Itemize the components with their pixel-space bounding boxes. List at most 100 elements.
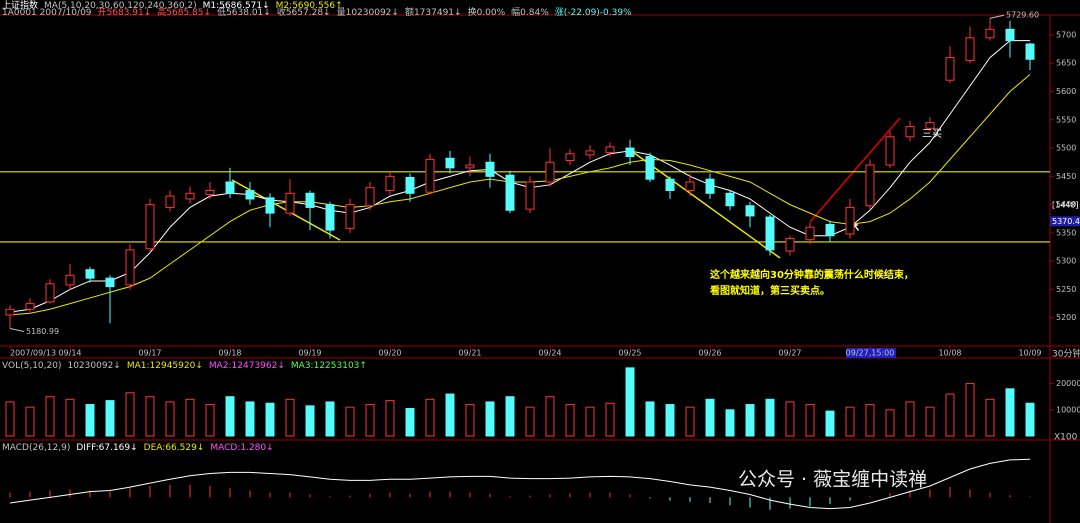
volume-bar (1005, 388, 1015, 437)
candle-body (265, 197, 275, 214)
diff-line (9, 458, 1031, 510)
candle-body (1025, 43, 1035, 60)
volume-bar (965, 383, 975, 437)
cursor-price: 5370.45 (1052, 217, 1080, 226)
x-tick-highlight (846, 348, 896, 358)
candle-body (565, 153, 575, 162)
candle-body (965, 37, 975, 61)
y-tick-label: 5450 (1056, 172, 1076, 181)
x-tick-label: 09/24 (538, 349, 561, 358)
volume-bar (545, 396, 555, 437)
header-item: DEA:66.529↓ (144, 443, 205, 453)
header-item: VOL(5,10,20) (2, 361, 61, 371)
candle-body (1005, 28, 1015, 42)
candle-body (785, 238, 795, 252)
candle-body (505, 174, 515, 211)
candle-body (245, 189, 255, 200)
ma-line (9, 74, 1031, 316)
candle-body (85, 269, 95, 279)
extreme-pointer (989, 14, 1005, 19)
volume-bar (345, 406, 355, 437)
header-item: M1:5686.571↓ (203, 1, 270, 11)
volume-bar (245, 401, 255, 437)
volume-bar (145, 396, 155, 437)
note-line: 这个越来越向30分钟靠的震荡什么时候结束， (710, 268, 914, 281)
header-item: 1A0001 2007/10/09 (2, 8, 92, 18)
volume-bar (645, 401, 655, 437)
candle-body (845, 206, 855, 235)
header-item: M2:5690.556↑ (276, 1, 343, 11)
watermark: 公众号 · 薇宝缠中读禅 (738, 469, 927, 491)
volume-bar (525, 406, 535, 437)
volume-bar (265, 402, 275, 437)
volume-bar (925, 406, 935, 437)
extreme-pointer (9, 327, 25, 332)
candle-body (205, 189, 215, 195)
candle-body (665, 178, 675, 191)
candle-body (805, 226, 815, 241)
y-tick-label: 100000 (1056, 405, 1080, 414)
header-item: 低5638.01↓ (217, 6, 271, 18)
volume-bar (285, 398, 295, 437)
x-tick-label: 09/27,15:00 (846, 349, 895, 358)
candle-body (5, 308, 15, 316)
volume-bar (705, 398, 715, 437)
candle-body (365, 187, 375, 207)
candle-body (125, 249, 135, 286)
header: MACD(26,12,9) DIFF:67.169↓ DEA:66.529↓ MACD… (2, 443, 274, 453)
y-tick-label: 5700 (1056, 30, 1076, 39)
volume-bar (845, 406, 855, 437)
unit-label: X100 (1054, 433, 1078, 443)
y-tick-label: 5650 (1056, 59, 1076, 68)
x-tick-label: 09/20 (378, 349, 401, 358)
candle-body (825, 223, 835, 237)
candle-body (385, 175, 395, 191)
y-tick-label: 200000 (1056, 379, 1080, 388)
frame (0, 14, 1080, 523)
volume-bar (605, 402, 615, 437)
candle-body (185, 192, 195, 200)
volume-bar (5, 401, 15, 437)
candle-body (425, 158, 435, 193)
volume-bar (105, 400, 115, 437)
volume-bar (1025, 402, 1035, 437)
volume-bar (465, 404, 475, 437)
candle-body (705, 178, 715, 194)
volume-bar (365, 404, 375, 437)
header: 1A0001 2007/10/09 开5683.91↓ 高5685.85↓ 低5638… (2, 6, 632, 18)
candle-body (725, 192, 735, 207)
candle-body (305, 192, 315, 208)
candle-body (225, 181, 235, 194)
x-tick-label: 09/17 (138, 349, 161, 358)
header-item: 高5685.85↓ (157, 6, 211, 18)
candle-body (905, 126, 915, 138)
volume-bar (985, 398, 995, 437)
cursor-price-box (1050, 216, 1080, 227)
volume-bar (305, 405, 315, 437)
volume-bar (505, 396, 515, 437)
candle-body (925, 122, 935, 129)
y-tick-label: 5250 (1056, 285, 1076, 294)
x-tick-label: 2007/09/13 (10, 349, 56, 358)
header-item: MACD(26,12,9) (2, 443, 70, 453)
y-tick-label: 5400 (1056, 200, 1076, 209)
candle-body (405, 176, 415, 194)
header-item: 10230092↓ (67, 361, 120, 371)
header: VOL(5,10,20) 10230092↓ MA1:12945920↓ MA2:12… (2, 361, 367, 371)
volume-bar (425, 398, 435, 437)
volume-bar (45, 396, 55, 437)
candle-body (745, 205, 755, 217)
y-tick-label: 5350 (1056, 228, 1076, 237)
volume-bar (885, 409, 895, 437)
volume-bar (665, 404, 675, 437)
volume-bar (165, 401, 175, 437)
volume-bar (225, 396, 235, 437)
header-item: 涨(-22.09)-0.39% (555, 7, 632, 18)
y-tick-label: 5600 (1056, 87, 1076, 96)
volume-bar (805, 404, 815, 437)
candle-body (605, 146, 615, 154)
volume-bar (725, 409, 735, 437)
extreme-label: 5180.99 (26, 327, 59, 336)
